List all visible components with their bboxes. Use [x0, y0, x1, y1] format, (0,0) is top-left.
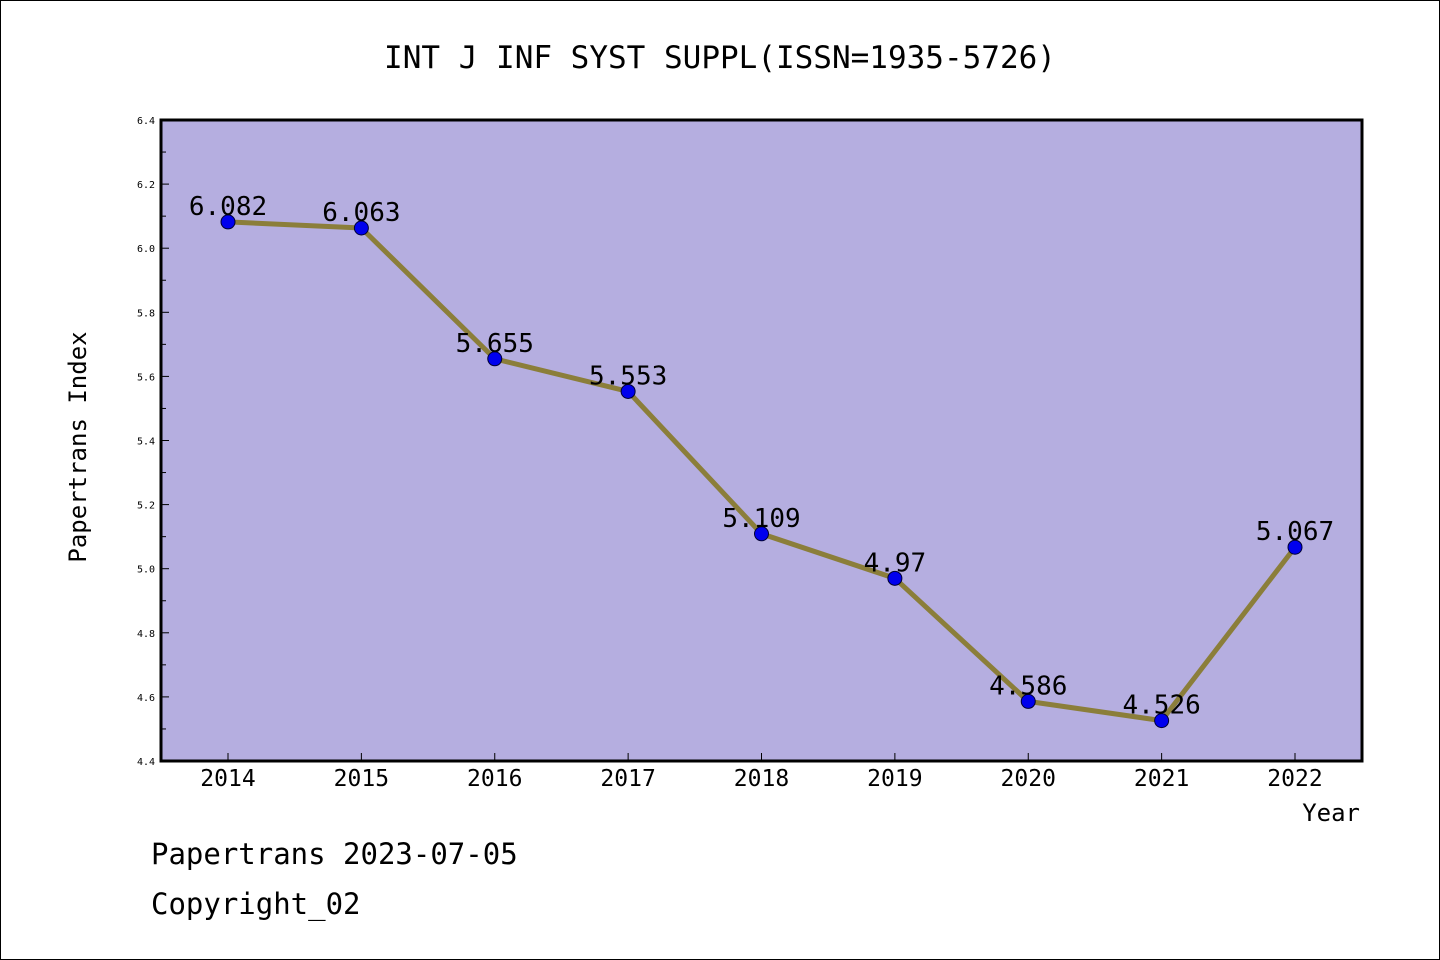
x-tick-label: 2015 — [334, 766, 389, 792]
y-tick-label: 5.8 — [137, 308, 155, 319]
footer-copyright: Copyright_02 — [151, 887, 361, 921]
x-tick-label: 2017 — [600, 766, 655, 792]
y-tick-label: 5.2 — [137, 501, 155, 512]
x-tick-label: 2018 — [734, 766, 789, 792]
x-tick-label: 2021 — [1134, 766, 1189, 792]
y-tick-label: 4.8 — [137, 629, 155, 640]
chart-title: INT J INF SYST SUPPL(ISSN=1935-5726) — [384, 40, 1056, 76]
data-point — [1154, 713, 1170, 729]
data-label: 5.067 — [1256, 517, 1334, 547]
x-axis: 2014 2015 2016 2017 2018 2019 2020 2021 2022 — [200, 753, 1323, 792]
y-tick-label: 4.6 — [137, 693, 155, 704]
y-tick-label: 5.6 — [137, 372, 155, 383]
data-label: 4.586 — [989, 671, 1067, 701]
data-label: 5.553 — [589, 361, 667, 391]
data-point — [1287, 539, 1303, 555]
x-tick-label: 2019 — [867, 766, 922, 792]
y-tick-label: 6.0 — [137, 244, 155, 255]
data-label: 6.082 — [189, 192, 267, 222]
data-point — [1020, 693, 1036, 709]
y-tick-label: 4.4 — [137, 757, 155, 768]
y-axis-label: Papertrans Index — [64, 331, 92, 562]
data-label: 5.655 — [456, 329, 534, 359]
x-tick-label: 2022 — [1267, 766, 1322, 792]
data-point — [620, 383, 636, 399]
data-point — [487, 351, 503, 367]
data-point — [220, 214, 236, 230]
y-tick-label: 5.0 — [137, 565, 155, 576]
data-point — [887, 570, 903, 586]
data-point — [754, 526, 769, 542]
y-tick-label: 6.4 — [137, 116, 155, 127]
x-tick-label: 2020 — [1001, 766, 1056, 792]
data-label: 4.526 — [1122, 691, 1200, 721]
data-label: 5.109 — [722, 504, 800, 534]
y-tick-label: 5.4 — [137, 437, 155, 448]
x-axis-label: Year — [1302, 799, 1360, 827]
x-tick-label: 2016 — [467, 766, 522, 792]
data-label: 4.97 — [864, 548, 927, 578]
y-axis: 4.4 4.6 4.8 5.0 5.2 5.4 5.6 5.8 6.0 6.2 6.4 — [137, 116, 169, 768]
footer-source: Papertrans 2023-07-05 — [151, 837, 518, 871]
x-tick-label: 2014 — [200, 766, 255, 792]
y-tick-label: 6.2 — [137, 180, 155, 191]
data-point — [353, 220, 369, 236]
series-line-group: 6.082 6.063 5.655 5.553 5.109 4.97 4.586 4.526 5… — [189, 192, 1334, 729]
data-label: 6.063 — [322, 198, 400, 228]
